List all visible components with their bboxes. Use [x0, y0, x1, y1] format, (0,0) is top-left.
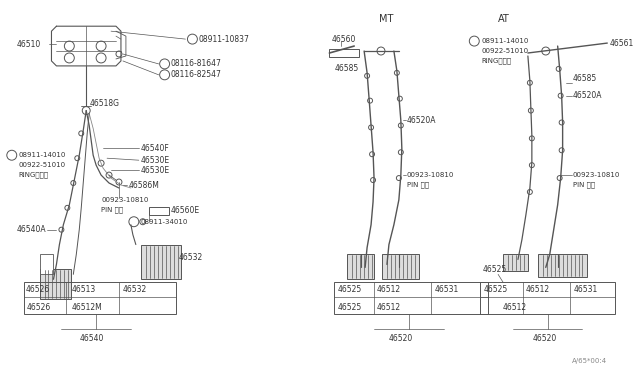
Text: 00922-51010: 00922-51010 [19, 162, 66, 168]
Text: 08116-82547: 08116-82547 [171, 70, 221, 79]
Text: 46531: 46531 [573, 285, 598, 294]
Text: 46518G: 46518G [89, 99, 119, 108]
Text: 46560: 46560 [332, 35, 356, 44]
Text: MT: MT [379, 14, 394, 24]
Text: RINGリング: RINGリング [19, 172, 49, 179]
Bar [503, 254, 528, 271]
Bar [348, 254, 374, 279]
Bar [538, 254, 588, 277]
Bar [480, 282, 615, 314]
Text: RINGリング: RINGリング [481, 58, 511, 64]
Bar [24, 282, 175, 314]
Text: 46512: 46512 [503, 302, 527, 312]
Text: 46540F: 46540F [141, 144, 170, 153]
Text: A/65*00:4: A/65*00:4 [572, 358, 607, 364]
Text: 08911-34010: 08911-34010 [141, 219, 188, 225]
Text: 46532: 46532 [179, 253, 203, 262]
Text: 46585: 46585 [573, 74, 597, 83]
Text: 46512M: 46512M [71, 302, 102, 312]
Text: 46520: 46520 [533, 334, 557, 343]
Text: 00923-10810: 00923-10810 [101, 197, 148, 203]
Text: PIN ピン: PIN ピン [573, 182, 595, 188]
Text: 08911-14010: 08911-14010 [481, 38, 529, 44]
Text: 46512: 46512 [377, 302, 401, 312]
Text: PIN ピン: PIN ピン [407, 182, 429, 188]
Text: 46510: 46510 [17, 39, 41, 49]
Text: 46520: 46520 [389, 334, 413, 343]
Text: AT: AT [498, 14, 510, 24]
Circle shape [542, 47, 550, 55]
Text: 46520A: 46520A [407, 116, 436, 125]
Text: 46513: 46513 [71, 285, 95, 294]
Text: 46525: 46525 [337, 302, 362, 312]
Text: 46586M: 46586M [129, 180, 160, 189]
Text: 46512: 46512 [377, 285, 401, 294]
Text: 46530E: 46530E [141, 156, 170, 165]
Text: 46560E: 46560E [171, 206, 200, 215]
Bar [40, 254, 54, 274]
Text: 46525: 46525 [337, 285, 362, 294]
Bar [40, 269, 71, 299]
Text: 46512: 46512 [526, 285, 550, 294]
Text: 46561: 46561 [609, 39, 634, 48]
Text: 00922-51010: 00922-51010 [481, 48, 529, 54]
Bar [141, 244, 180, 279]
Text: 46531: 46531 [435, 285, 459, 294]
Bar [330, 49, 359, 57]
Text: 46585: 46585 [334, 64, 358, 73]
Text: 46532: 46532 [123, 285, 147, 294]
Text: 46525: 46525 [483, 285, 508, 294]
Text: 00923-10810: 00923-10810 [407, 172, 454, 178]
Text: 46520A: 46520A [573, 91, 602, 100]
Text: 08911-10837: 08911-10837 [198, 35, 249, 44]
Text: PIN ピン: PIN ピン [101, 206, 124, 213]
Text: 46525: 46525 [482, 265, 506, 274]
Text: 46540: 46540 [79, 334, 104, 343]
Text: 46540A: 46540A [17, 225, 46, 234]
Text: 08911-14010: 08911-14010 [19, 152, 66, 158]
Text: 08116-81647: 08116-81647 [171, 60, 221, 68]
Bar [382, 254, 419, 279]
Circle shape [377, 47, 385, 55]
Text: 46530E: 46530E [141, 166, 170, 174]
Text: 46526: 46526 [26, 285, 50, 294]
Text: 00923-10810: 00923-10810 [573, 172, 620, 178]
Bar [334, 282, 488, 314]
Bar [148, 207, 168, 215]
Text: 46526: 46526 [27, 302, 51, 312]
